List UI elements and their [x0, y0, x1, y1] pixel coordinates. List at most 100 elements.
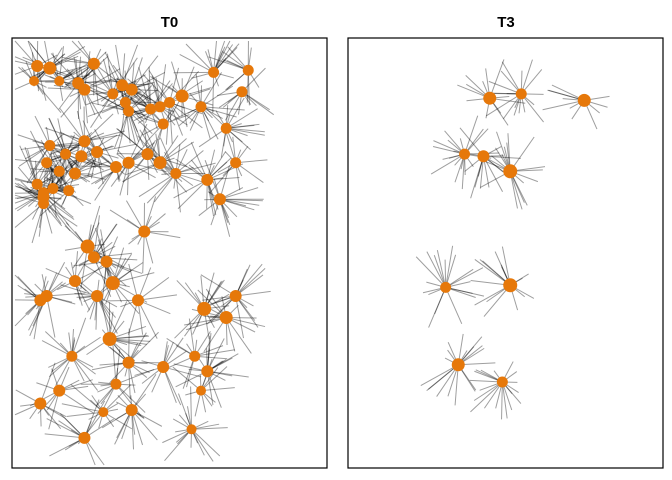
node-point: [31, 178, 43, 190]
node-point: [154, 101, 166, 113]
edge: [64, 63, 95, 89]
edge: [200, 106, 211, 139]
edge: [47, 87, 85, 91]
node-point: [98, 407, 109, 418]
edge: [71, 355, 99, 391]
panel-t0: T0: [11, 14, 328, 469]
node-point: [459, 148, 471, 160]
edge: [142, 74, 170, 103]
node-point: [44, 140, 56, 151]
edge: [200, 106, 237, 118]
edge: [143, 196, 157, 232]
edge: [26, 145, 51, 184]
edge: [60, 284, 98, 297]
node-point: [63, 185, 75, 197]
edge: [137, 276, 170, 301]
edge: [113, 87, 151, 110]
edge: [224, 91, 243, 121]
edge: [197, 289, 227, 318]
edge: [426, 364, 459, 391]
node-point: [53, 384, 66, 397]
edge: [93, 252, 133, 258]
edge: [235, 162, 264, 183]
edge: [59, 74, 90, 82]
panel-title-t3: T3: [497, 14, 515, 31]
edge: [213, 43, 240, 73]
edge: [77, 56, 109, 84]
edge: [44, 433, 85, 439]
edge: [94, 128, 117, 168]
node-point: [175, 89, 189, 103]
edge: [200, 106, 219, 140]
node-point: [66, 350, 78, 362]
node-point: [87, 57, 100, 70]
edge: [89, 67, 114, 95]
edge: [19, 145, 38, 185]
edge: [41, 340, 73, 357]
edge: [415, 256, 447, 288]
node-point: [29, 76, 40, 86]
node-point: [451, 358, 465, 372]
node-point: [109, 161, 122, 173]
edge: [49, 145, 74, 181]
edge: [483, 156, 504, 192]
edge: [88, 86, 126, 103]
edge: [166, 337, 195, 357]
edge: [131, 409, 144, 446]
node-point: [47, 183, 59, 194]
node-point: [219, 311, 233, 324]
edge: [200, 72, 223, 108]
node-point: [119, 97, 131, 108]
edge: [190, 386, 193, 430]
edge: [138, 67, 152, 110]
edge: [433, 140, 465, 155]
edge: [131, 374, 157, 411]
edge: [169, 102, 173, 144]
edge: [206, 295, 237, 325]
edge: [112, 344, 117, 385]
edge: [169, 70, 200, 103]
node-point: [34, 294, 47, 307]
edge: [52, 172, 94, 189]
edge: [31, 203, 44, 244]
edge: [84, 400, 106, 439]
edge: [137, 294, 178, 301]
edge: [39, 362, 56, 404]
edge: [175, 173, 181, 213]
edge: [226, 127, 265, 133]
edge: [430, 153, 465, 175]
edge: [96, 93, 129, 112]
edge: [241, 91, 270, 111]
edge: [78, 80, 121, 84]
node-point: [125, 83, 138, 96]
edge: [147, 153, 188, 168]
edge: [49, 437, 85, 457]
edge: [542, 99, 585, 111]
edge: [83, 399, 100, 439]
edge: [206, 333, 212, 372]
edge: [175, 158, 208, 181]
edge: [115, 44, 123, 86]
node-point: [141, 148, 154, 161]
edge: [115, 383, 146, 413]
edge: [195, 73, 202, 107]
edge: [489, 59, 505, 99]
node-point: [195, 101, 207, 113]
edge: [235, 263, 263, 297]
node-point: [483, 91, 497, 105]
edge: [191, 429, 214, 462]
node-layer-t0: [29, 57, 254, 444]
edge: [200, 366, 228, 391]
node-point: [132, 294, 144, 307]
edge: [219, 187, 259, 200]
edge: [84, 68, 121, 91]
edge: [43, 196, 75, 220]
edge: [71, 336, 101, 357]
node-point: [123, 105, 135, 117]
node-point: [186, 424, 197, 435]
edge: [501, 61, 522, 95]
edge: [159, 141, 195, 164]
edge: [46, 261, 66, 297]
node-point: [213, 193, 226, 206]
node-point: [78, 83, 91, 96]
